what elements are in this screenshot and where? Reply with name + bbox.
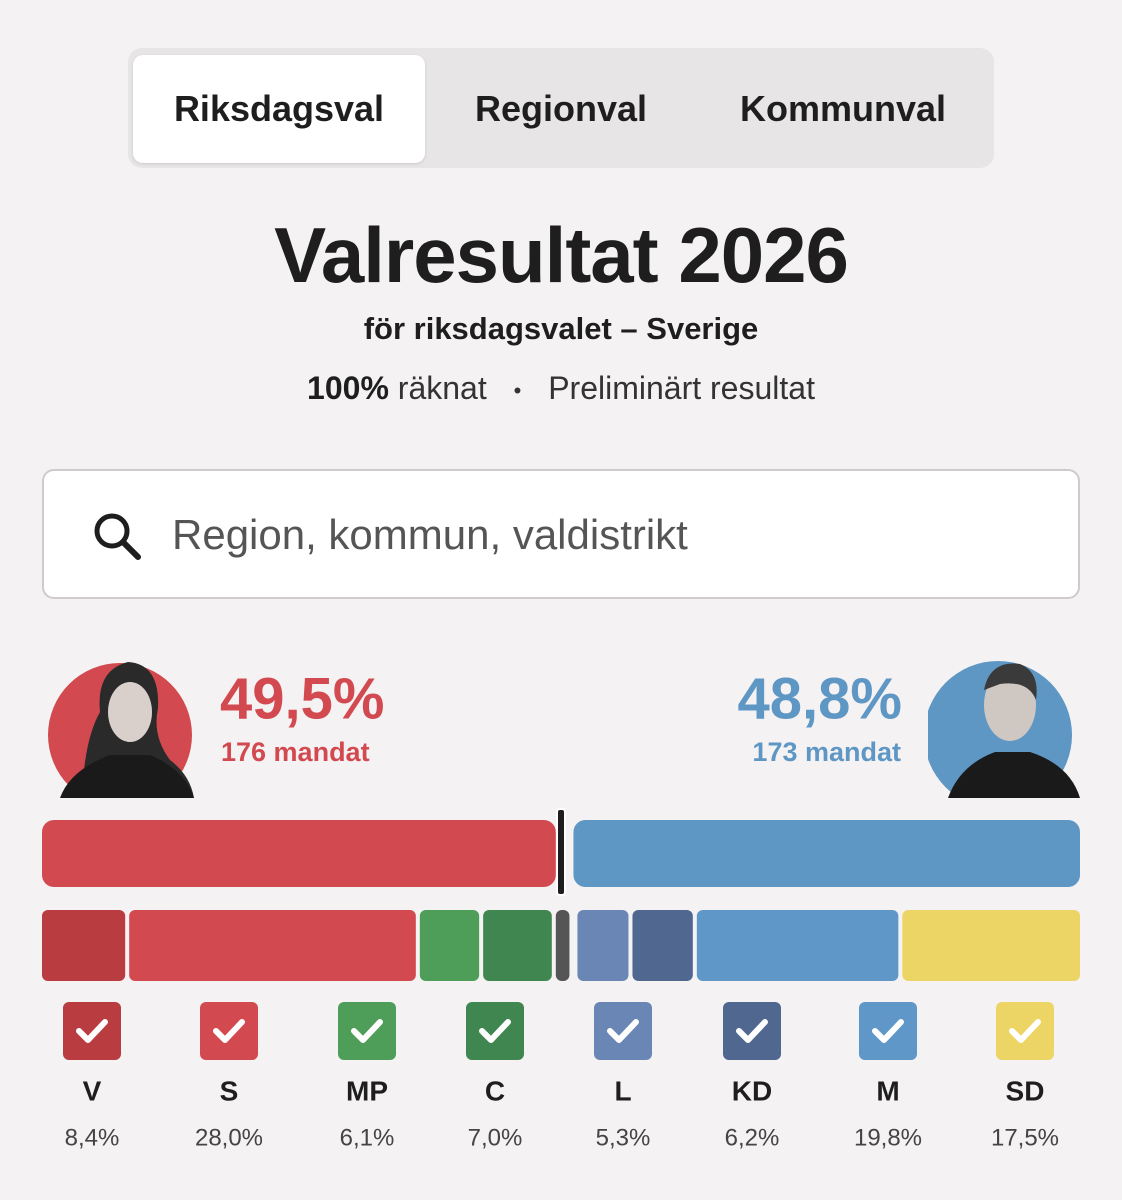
bloc-seats: 173 mandat xyxy=(752,737,901,767)
party-segment xyxy=(42,910,126,981)
party-checkbox[interactable] xyxy=(200,1002,258,1060)
tab-bar: Riksdagsval Regionval Kommunval xyxy=(128,48,994,168)
counted: 100% xyxy=(307,370,389,406)
bloc-bar xyxy=(573,820,1080,887)
check-icon xyxy=(872,1019,904,1043)
leader-photo xyxy=(48,662,194,798)
party-name: M xyxy=(876,1075,899,1106)
party-name: L xyxy=(614,1075,631,1106)
bloc-seats: 176 mandat xyxy=(221,737,370,767)
party-percent: 6,1% xyxy=(340,1124,395,1151)
party-percent: 6,2% xyxy=(725,1124,780,1151)
status-line: 100% räknat • Preliminärt resultat xyxy=(0,370,1122,407)
party-name: SD xyxy=(1006,1075,1045,1106)
party-checkbox[interactable] xyxy=(466,1002,524,1060)
check-icon xyxy=(213,1019,245,1043)
other-segment xyxy=(555,910,570,981)
bloc-percent: 49,5% xyxy=(220,666,384,731)
bloc-bar xyxy=(42,820,556,887)
party-percent: 19,8% xyxy=(854,1124,922,1151)
search-box[interactable]: Region, kommun, valdistrikt xyxy=(42,469,1080,599)
party-name: V xyxy=(83,1075,102,1106)
leader-photo xyxy=(928,661,1080,798)
party-percent: 17,5% xyxy=(991,1124,1059,1151)
party-percent: 5,3% xyxy=(596,1124,651,1151)
search-placeholder: Region, kommun, valdistrikt xyxy=(172,511,688,558)
party-segment xyxy=(632,910,693,981)
check-icon xyxy=(479,1019,511,1043)
majority-marker xyxy=(558,810,564,894)
party-checkbox[interactable] xyxy=(338,1002,396,1060)
separator: • xyxy=(513,377,522,403)
check-icon xyxy=(1009,1019,1041,1043)
party-segment xyxy=(902,910,1080,981)
party-checkbox[interactable] xyxy=(996,1002,1054,1060)
search-icon xyxy=(94,513,141,560)
title: Valresultat 2026 xyxy=(274,211,849,299)
party-segment xyxy=(129,910,416,981)
check-icon xyxy=(736,1019,768,1043)
bloc-percent: 48,8% xyxy=(738,666,902,731)
party-percent: 7,0% xyxy=(468,1124,523,1151)
tab[interactable]: Kommunval xyxy=(739,88,947,129)
subtitle: för riksdagsvalet – Sverige xyxy=(363,311,759,346)
party-percent: 8,4% xyxy=(65,1124,120,1151)
party-segment xyxy=(419,910,480,981)
party-name: S xyxy=(220,1075,239,1106)
party-checkbox[interactable] xyxy=(723,1002,781,1060)
party-segment xyxy=(577,910,629,981)
party-segment xyxy=(696,910,899,981)
check-icon xyxy=(351,1019,383,1043)
check-icon xyxy=(607,1019,639,1043)
tab[interactable]: Regionval xyxy=(474,88,648,129)
party-name: MP xyxy=(346,1075,388,1106)
party-name: C xyxy=(485,1075,505,1106)
party-percent: 28,0% xyxy=(195,1124,263,1151)
tab[interactable]: Riksdagsval xyxy=(133,55,425,163)
check-icon xyxy=(76,1019,108,1043)
party-checkbox[interactable] xyxy=(594,1002,652,1060)
status: Preliminärt resultat xyxy=(548,370,815,406)
party-checkbox[interactable] xyxy=(63,1002,121,1060)
party-name: KD xyxy=(732,1075,772,1106)
counted-suffix: räknat xyxy=(397,370,487,406)
party-segment xyxy=(483,910,552,981)
party-checkbox[interactable] xyxy=(859,1002,917,1060)
